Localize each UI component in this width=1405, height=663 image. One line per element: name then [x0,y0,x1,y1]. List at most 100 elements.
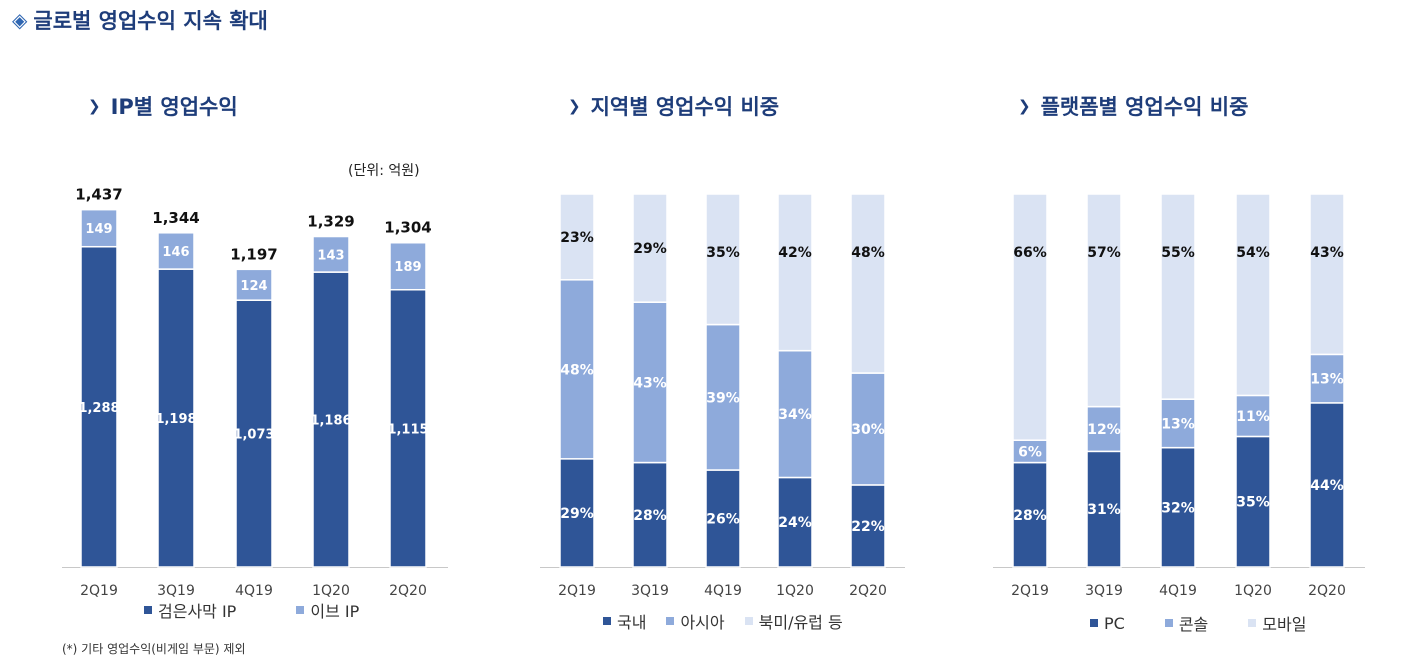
x-tick-label: 2Q19 [1011,583,1049,599]
bar-segment [1160,193,1196,400]
bar-segment [850,372,886,486]
chart-title-ip: ❯ IP별 영업수익 [88,88,238,124]
data-label: 1,073 [233,428,274,443]
diamond-icon: ◈ [12,8,28,32]
data-label: 35% [706,245,740,261]
bar-segment [777,349,813,479]
data-label: 146 [162,245,189,260]
legend-swatch [144,606,152,614]
data-label: 24% [778,515,812,531]
legend-label: 모바일 [1262,615,1307,634]
data-label: 143 [317,248,344,263]
data-label: 43% [1310,245,1344,261]
data-label: 48% [851,245,885,261]
bar-segment [1309,193,1345,356]
x-tick-label: 4Q19 [235,583,273,599]
bar-segment [80,208,118,248]
total-label: 1,329 [307,213,354,231]
total-label: 1,197 [230,245,277,263]
data-label: 26% [706,512,740,528]
bar-segment [312,271,350,568]
bar-segment [1086,450,1122,568]
legend-ip: 검은사막 IP 이브 IP [144,598,359,622]
chart-title-region-text: 지역별 영업수익 비중 [590,95,780,119]
x-tick-label: 2Q19 [558,583,596,599]
bullet-icon: ❯ [88,97,101,115]
bar-segment [705,323,741,471]
legend-item-na-eu: 북미/유럽 등 [744,609,843,633]
legend-label: 이브 IP [310,602,360,621]
bar-segment [1309,402,1345,568]
data-label: 23% [560,230,594,246]
bar-segment [559,458,595,568]
bar-segment [235,268,273,301]
legend-item-eve: 이브 IP [296,598,359,622]
bar-segment [632,193,668,303]
legend-label: 국내 [617,613,647,632]
legend-label: 콘솔 [1178,615,1209,634]
data-label: 1,186 [310,414,351,429]
data-label: 124 [240,279,267,294]
data-label: 31% [1087,502,1121,518]
x-tick-label: 2Q19 [80,583,118,599]
data-label: 189 [394,260,421,275]
data-label: 54% [1236,245,1270,261]
legend-platform: PC 콘솔 모바일 [1090,611,1306,635]
main-title: ◈ 글로벌 영업수익 지속 확대 [12,2,268,38]
data-label: 28% [633,508,667,524]
legend-swatch [1090,619,1098,627]
data-label: 6% [1018,444,1042,460]
legend-swatch [1164,619,1173,627]
total-label: 1,304 [384,219,431,237]
unit-label: (단위: 억원) [348,163,420,179]
x-tick-label: 1Q20 [1234,583,1272,599]
bar-segment [777,193,813,352]
data-label: 48% [560,362,594,378]
legend-item-mobile: 모바일 [1248,611,1306,635]
total-label: 1,344 [152,209,199,227]
x-tick-label: 1Q20 [776,583,814,599]
legend-label: PC [1104,613,1125,633]
legend-swatch [296,606,305,614]
data-label: 22% [851,519,885,535]
x-tick-label: 2Q20 [389,583,427,599]
main-title-text: 글로벌 영업수익 지속 확대 [33,9,268,33]
bar-segment [235,299,273,568]
x-tick-label: 3Q19 [631,583,669,599]
x-tick-label: 4Q19 [1159,583,1197,599]
data-label: 13% [1161,416,1195,432]
data-label: 13% [1310,372,1344,388]
bar-segment [632,301,668,464]
bar-segment [389,241,427,291]
data-label: 1,115 [387,422,428,437]
bar-segment [1235,435,1271,568]
x-tick-label: 1Q20 [312,583,350,599]
bar-segment [1012,193,1048,441]
legend-item-pc: PC [1090,614,1125,633]
bar-segment [1086,193,1122,408]
bar-segment [157,232,195,270]
total-label: 1,437 [75,186,122,204]
legend-item-console: 콘솔 [1164,611,1209,635]
bar-segment [80,245,118,568]
bullet-icon: ❯ [568,97,581,115]
chart-title-platform: ❯ 플랫폼별 영업수익 비중 [1018,88,1248,124]
legend-label: 아시아 [680,613,725,632]
data-label: 29% [633,241,667,257]
bar-segment [632,461,668,568]
data-label: 39% [706,390,740,406]
data-label: 42% [778,245,812,261]
data-label: 149 [85,222,112,237]
bar-segment [705,193,741,326]
legend-item-domestic: 국내 [603,609,646,633]
data-label: 66% [1013,245,1047,261]
data-label: 57% [1087,245,1121,261]
data-label: 55% [1161,245,1195,261]
bar-segment [850,484,886,568]
x-tick-label: 3Q19 [157,583,195,599]
legend-swatch [744,617,753,625]
chart-title-region: ❯ 지역별 영업수익 비중 [568,88,779,124]
bullet-icon: ❯ [1018,97,1031,115]
legend-swatch [1248,619,1257,627]
